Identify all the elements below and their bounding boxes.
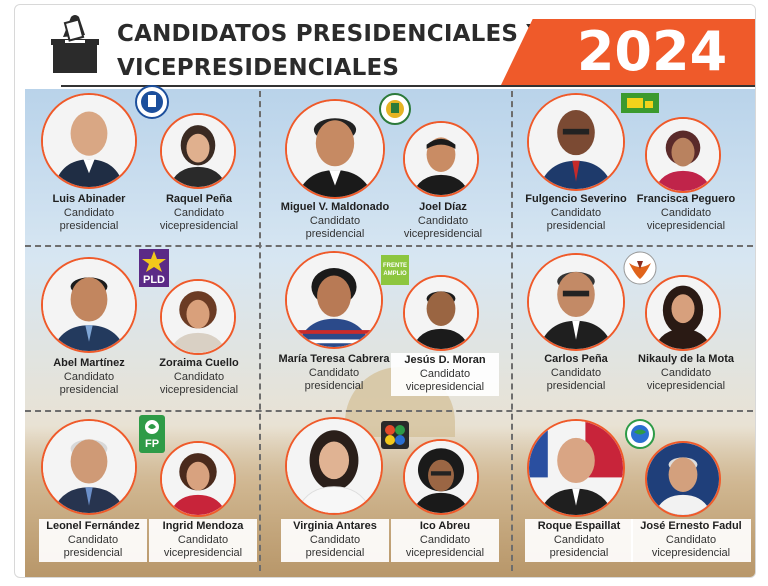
caption-luis-abinader: Luis Abinader Candidato presidencial <box>52 193 126 232</box>
photo-francisca-peguero <box>645 117 721 193</box>
prm-logo <box>135 85 169 119</box>
grid-divider-vertical-1 <box>259 91 261 571</box>
photo-roque-espaillat <box>527 419 625 517</box>
caption-ingrid-mendoza: Ingrid Mendoza Candidato vicepresidencia… <box>149 519 257 562</box>
photo-jose-ernesto-fadul <box>645 441 721 517</box>
globe-party-logo <box>625 419 655 449</box>
caption-abel-martinez: Abel Martínez Candidato presidencial <box>53 357 125 396</box>
pld-logo: PLD <box>139 249 169 287</box>
fp-logo: FP <box>139 415 165 453</box>
year-banner <box>501 19 755 85</box>
year-label: 2024 <box>576 20 728 83</box>
caption-jose-ernesto-fadul: José Ernesto Fadul Candidato vicepreside… <box>631 519 751 562</box>
frente-amplio-logo: FRENTE AMPLIO <box>381 255 409 285</box>
photo-miguel-v-maldonado <box>285 99 385 199</box>
caption-nikauly-de-la-mota: Nikauly de la Mota Candidato vicepreside… <box>638 353 734 392</box>
photo-ingrid-mendoza <box>160 441 236 517</box>
caption-ico-abreu: Ico Abreu Candidato vicepresidencial <box>391 519 499 562</box>
caption-virginia-antares: Virginia Antares Candidato presidencial <box>281 519 389 562</box>
grid-divider-vertical-2 <box>511 91 513 571</box>
ballot-box-icon <box>51 15 99 73</box>
caption-raquel-pena: Raquel Peña Candidato vicepresidencial <box>159 193 239 232</box>
caption-maria-teresa-cabrera: María Teresa Cabrera Candidato presidenc… <box>278 353 390 392</box>
caption-leonel-fernandez: Leonel Fernández Candidato presidencial <box>39 519 147 562</box>
grid-divider-horizontal-1 <box>25 245 753 247</box>
photo-jesus-d-moran <box>403 275 479 351</box>
caption-jesus-d-moran: Jesús D. Moran Candidato vicepresidencia… <box>391 353 499 396</box>
caption-carlos-pena: Carlos Peña Candidato presidencial <box>544 353 608 392</box>
photo-luis-abinader <box>41 93 137 189</box>
caption-fulgencio-severino: Fulgencio Severino Candidato presidencia… <box>525 193 627 232</box>
caption-joel-diaz: Joel Díaz Candidato vicepresidencial <box>403 201 483 240</box>
frente-amplio-logo-text-2: AMPLIO <box>383 271 407 277</box>
photo-ico-abreu <box>403 439 479 515</box>
photo-nikauly-de-la-mota <box>645 275 721 351</box>
caption-miguel-v-maldonado: Miguel V. Maldonado Candidato presidenci… <box>280 201 390 240</box>
caption-roque-espaillat: Roque Espaillat Candidato presidencial <box>525 519 633 562</box>
header-divider <box>61 85 755 87</box>
photo-virginia-antares <box>285 417 383 515</box>
photo-abel-martinez <box>41 257 137 353</box>
photo-carlos-pena <box>527 253 625 351</box>
caption-francisca-peguero: Francisca Peguero Candidato vicepresiden… <box>636 193 736 232</box>
eagle-party-logo <box>623 251 657 285</box>
infographic-card: CANDIDATOS PRESIDENCIALES Y VICEPRESIDEN… <box>14 4 756 578</box>
green-party-logo <box>621 93 659 113</box>
grid-divider-horizontal-2 <box>25 410 753 412</box>
pld-logo-text: PLD <box>143 274 165 286</box>
fp-logo-text: FP <box>144 438 160 450</box>
frente-amplio-logo-text-1: FRENTE <box>383 263 407 269</box>
coalition-logo <box>381 421 409 449</box>
photo-zoraima-cuello <box>160 279 236 355</box>
photo-fulgencio-severino <box>527 93 625 191</box>
photo-joel-diaz <box>403 121 479 197</box>
header: CANDIDATOS PRESIDENCIALES Y VICEPRESIDEN… <box>25 5 755 89</box>
page-title: CANDIDATOS PRESIDENCIALES Y VICEPRESIDEN… <box>117 17 543 85</box>
photo-maria-teresa-cabrera <box>285 251 383 349</box>
photo-raquel-pena <box>160 113 236 189</box>
caption-zoraima-cuello: Zoraima Cuello Candidato vicepresidencia… <box>159 357 239 396</box>
title-line-2: VICEPRESIDENCIALES <box>117 55 400 81</box>
party-seal-logo <box>379 89 411 129</box>
title-line-1: CANDIDATOS PRESIDENCIALES Y <box>117 21 544 47</box>
photo-leonel-fernandez <box>41 419 137 515</box>
